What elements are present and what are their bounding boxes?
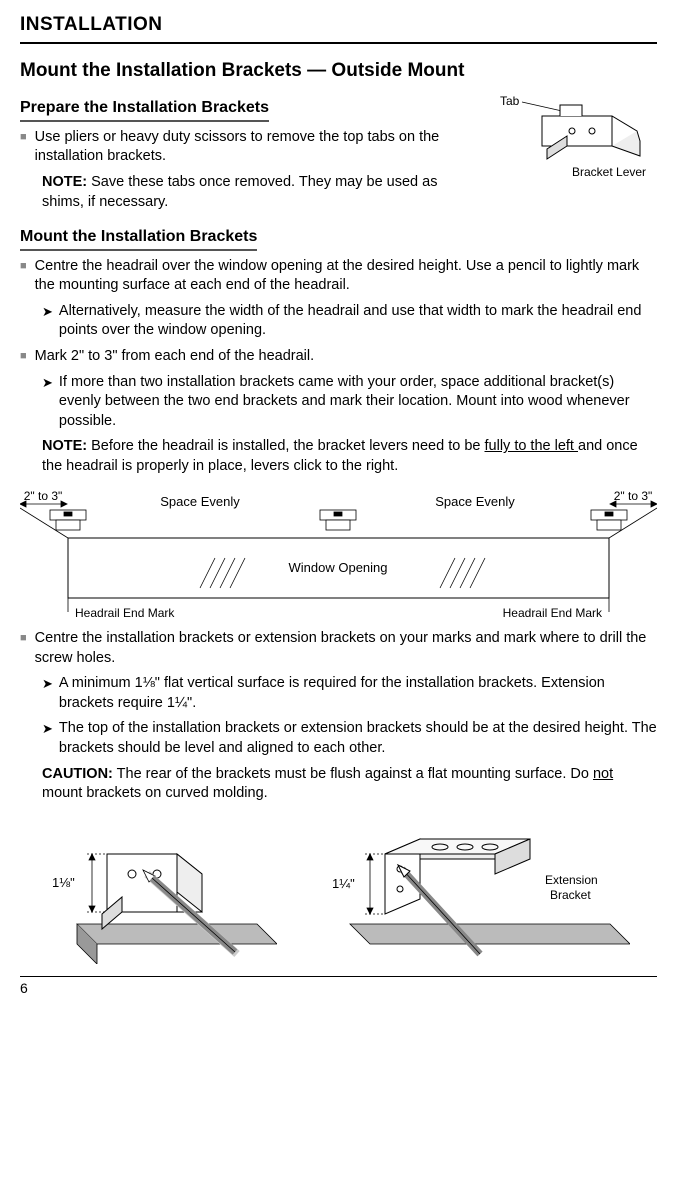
caution-underline: not <box>593 766 613 782</box>
svg-text:Headrail End Mark: Headrail End Mark <box>503 606 603 620</box>
spacing-diagram: 2" to 3" 2" to 3" Space Evenly Space Eve… <box>20 490 657 620</box>
arrow-icon: ➤ <box>42 302 53 341</box>
bracket-diagram: Tab Bracket Lever <box>472 91 657 179</box>
note-text: Save these tabs once removed. They may b… <box>42 174 437 210</box>
list-item: ■ Centre the headrail over the window op… <box>20 257 657 296</box>
ext-label-1: Extension <box>545 873 598 887</box>
bottom-diagrams: 1⅛" <box>20 814 657 964</box>
list-item: ■ Use pliers or heavy duty scissors to r… <box>20 128 456 167</box>
arrow-item: ➤ The top of the installation brackets o… <box>42 719 657 758</box>
arrow-icon: ➤ <box>42 719 53 758</box>
arrow-text: The top of the installation brackets or … <box>59 719 657 758</box>
caution-text-b: mount brackets on curved molding. <box>42 785 268 801</box>
bullet-text: Centre the installation brackets or exte… <box>35 629 657 668</box>
tab-label: Tab <box>500 94 520 108</box>
svg-text:Space Evenly: Space Evenly <box>160 494 240 509</box>
bullet-text: Centre the headrail over the window open… <box>35 257 657 296</box>
section-title: Mount the Installation Brackets — Outsid… <box>20 58 657 84</box>
arrow-text: Alternatively, measure the width of the … <box>59 302 657 341</box>
note-block: NOTE: Save these tabs once removed. They… <box>20 173 456 212</box>
note-underline: fully to the left <box>485 438 579 454</box>
svg-text:2" to 3": 2" to 3" <box>614 490 653 503</box>
page-header: INSTALLATION <box>20 12 657 44</box>
list-item: ■ Centre the installation brackets or ex… <box>20 629 657 668</box>
ext-label-2: Bracket <box>550 888 591 902</box>
page-number: 6 <box>20 976 657 998</box>
svg-text:Window Opening: Window Opening <box>289 560 388 575</box>
install-bracket-diagram: 1⅛" <box>47 814 277 964</box>
bullet-icon: ■ <box>20 128 27 167</box>
arrow-text: If more than two installation brackets c… <box>59 373 657 432</box>
bullet-text: Mark 2" to 3" from each end of the headr… <box>35 347 657 367</box>
bracket-figure: Tab Bracket Lever <box>472 91 657 222</box>
caution-block: CAUTION: The rear of the brackets must b… <box>20 765 657 804</box>
sub2-title: Mount the Installation Brackets <box>20 226 257 251</box>
sub1-title: Prepare the Installation Brackets <box>20 97 269 122</box>
note-label: NOTE: <box>42 438 87 454</box>
note-text-a: Before the headrail is installed, the br… <box>87 438 484 454</box>
arrow-item: ➤ If more than two installation brackets… <box>42 373 657 432</box>
bullet-text: Use pliers or heavy duty scissors to rem… <box>35 128 456 167</box>
svg-text:1¼": 1¼" <box>332 876 355 891</box>
svg-text:Headrail End Mark: Headrail End Mark <box>75 606 175 620</box>
svg-text:1⅛": 1⅛" <box>52 875 75 890</box>
bullet-icon: ■ <box>20 347 27 367</box>
arrow-icon: ➤ <box>42 674 53 713</box>
bullet-icon: ■ <box>20 257 27 296</box>
arrow-icon: ➤ <box>42 373 53 432</box>
prepare-brackets-row: Prepare the Installation Brackets ■ Use … <box>20 97 657 222</box>
svg-text:2" to 3": 2" to 3" <box>24 490 63 503</box>
extension-bracket-diagram: 1¼" Extension Bracket <box>330 814 630 964</box>
bullet-icon: ■ <box>20 629 27 668</box>
list-item: ■ Mark 2" to 3" from each end of the hea… <box>20 347 657 367</box>
arrow-item: ➤ A minimum 1⅛" flat vertical surface is… <box>42 674 657 713</box>
caution-text-a: The rear of the brackets must be flush a… <box>113 766 593 782</box>
svg-text:Space Evenly: Space Evenly <box>435 494 515 509</box>
lever-label: Bracket Lever <box>572 165 646 179</box>
caution-label: CAUTION: <box>42 766 113 782</box>
note-block: NOTE: Before the headrail is installed, … <box>20 437 657 476</box>
note-label: NOTE: <box>42 174 87 190</box>
arrow-item: ➤ Alternatively, measure the width of th… <box>42 302 657 341</box>
arrow-text: A minimum 1⅛" flat vertical surface is r… <box>59 674 657 713</box>
